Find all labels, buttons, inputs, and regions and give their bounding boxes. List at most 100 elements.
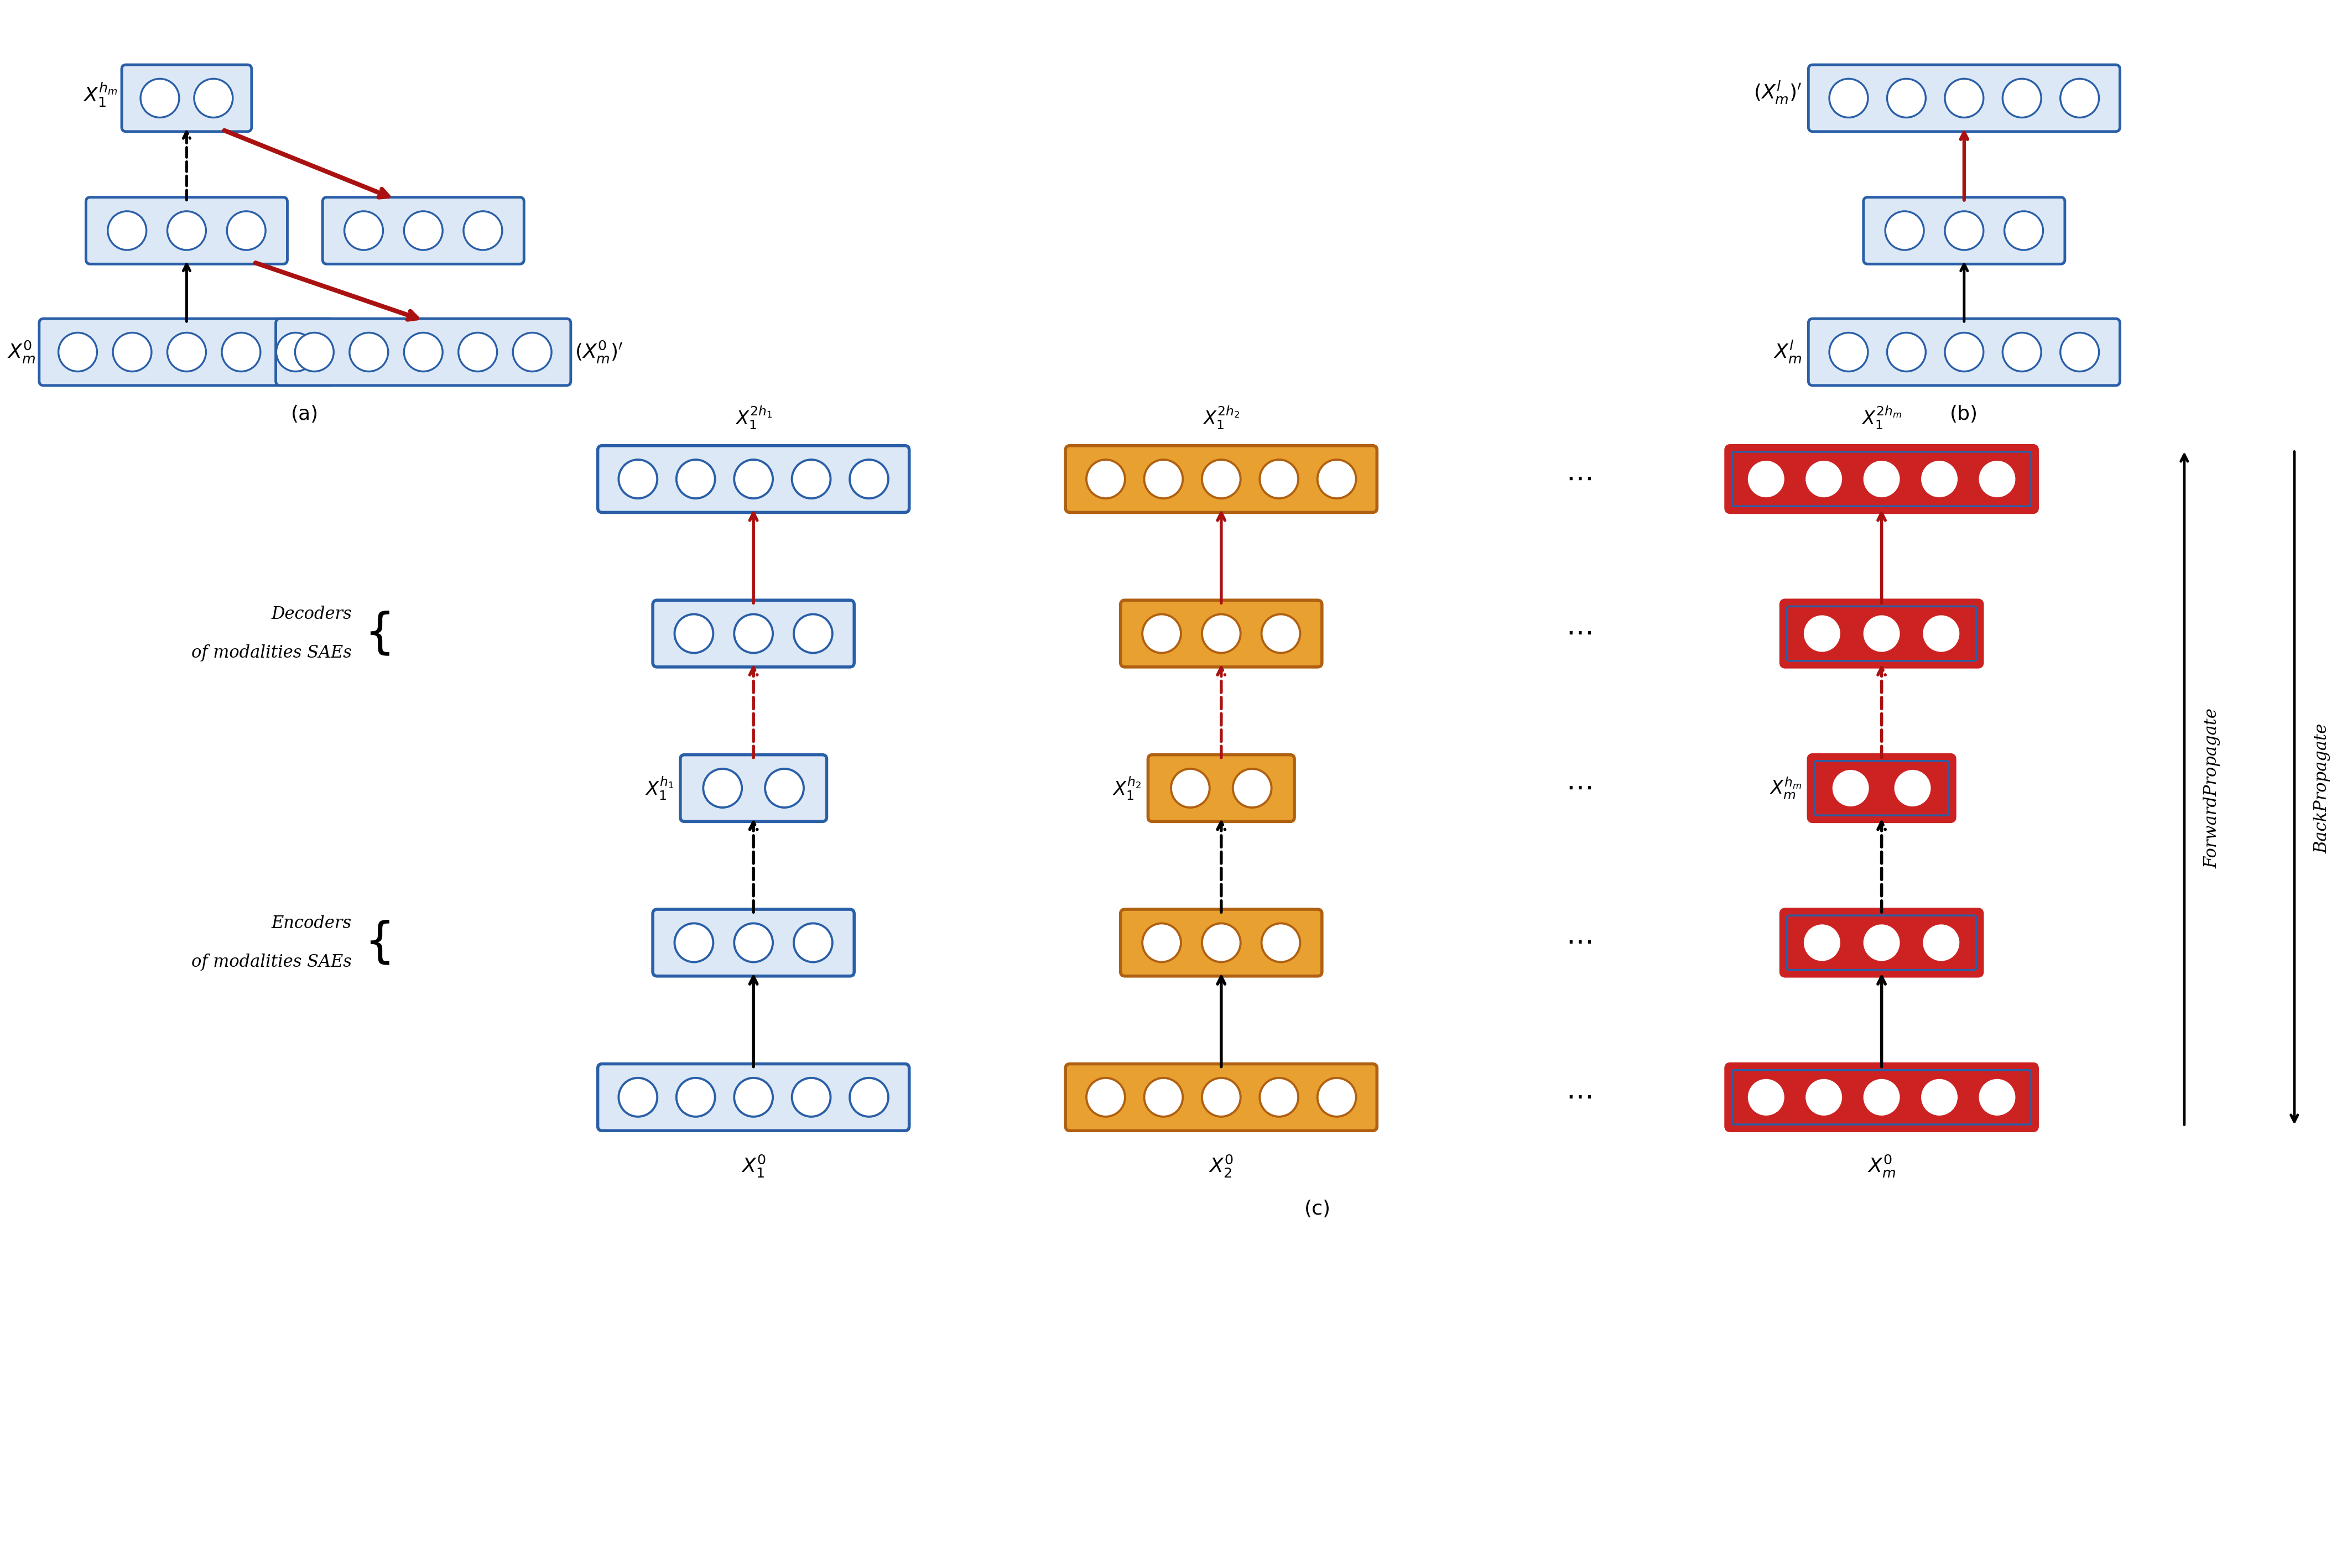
- Text: $X_m^l$: $X_m^l$: [1773, 339, 1802, 365]
- Circle shape: [793, 924, 833, 963]
- Text: $X_1^{2h_m}$: $X_1^{2h_m}$: [1860, 405, 1903, 431]
- Text: $\cdots$: $\cdots$: [1566, 619, 1592, 648]
- FancyBboxPatch shape: [1780, 909, 1983, 977]
- Circle shape: [2060, 332, 2098, 372]
- Text: $\cdots$: $\cdots$: [1566, 928, 1592, 956]
- Circle shape: [1143, 615, 1181, 652]
- FancyBboxPatch shape: [1120, 601, 1322, 666]
- Circle shape: [1893, 768, 1931, 808]
- Circle shape: [1830, 78, 1867, 118]
- Circle shape: [1886, 78, 1926, 118]
- Text: $X_m^0$: $X_m^0$: [1867, 1154, 1896, 1179]
- Circle shape: [1802, 924, 1842, 963]
- Circle shape: [2002, 332, 2042, 372]
- Text: $X_1^{2h_2}$: $X_1^{2h_2}$: [1202, 405, 1240, 431]
- Circle shape: [677, 459, 715, 499]
- Circle shape: [294, 332, 334, 372]
- Circle shape: [1748, 1077, 1785, 1116]
- Text: Encoders: Encoders: [270, 914, 353, 931]
- FancyBboxPatch shape: [1065, 1063, 1376, 1131]
- Circle shape: [1317, 1077, 1357, 1116]
- Circle shape: [1863, 615, 1900, 652]
- Circle shape: [1886, 212, 1924, 249]
- Text: {: {: [365, 919, 395, 966]
- Circle shape: [734, 459, 774, 499]
- FancyBboxPatch shape: [1148, 754, 1294, 822]
- FancyBboxPatch shape: [1863, 198, 2065, 263]
- Circle shape: [675, 924, 713, 963]
- Text: $X_m^0$: $X_m^0$: [7, 339, 35, 365]
- Circle shape: [141, 78, 179, 118]
- Circle shape: [1830, 332, 1867, 372]
- FancyBboxPatch shape: [275, 318, 572, 386]
- Circle shape: [405, 212, 442, 249]
- Text: $X_1^{h_1}$: $X_1^{h_1}$: [644, 775, 673, 801]
- Circle shape: [1863, 1077, 1900, 1116]
- Circle shape: [195, 78, 233, 118]
- FancyBboxPatch shape: [87, 198, 287, 263]
- Circle shape: [677, 1077, 715, 1116]
- FancyBboxPatch shape: [1809, 754, 1955, 822]
- Circle shape: [1922, 924, 1962, 963]
- FancyBboxPatch shape: [597, 1063, 910, 1131]
- Circle shape: [463, 212, 503, 249]
- Circle shape: [675, 615, 713, 652]
- FancyBboxPatch shape: [322, 198, 524, 263]
- Circle shape: [59, 332, 96, 372]
- FancyBboxPatch shape: [1726, 1063, 2037, 1131]
- Circle shape: [764, 768, 804, 808]
- Circle shape: [1978, 1077, 2016, 1116]
- FancyBboxPatch shape: [597, 445, 910, 513]
- Circle shape: [2004, 212, 2044, 249]
- Circle shape: [513, 332, 550, 372]
- Circle shape: [1832, 768, 1870, 808]
- Circle shape: [734, 1077, 774, 1116]
- Circle shape: [1232, 768, 1272, 808]
- Circle shape: [1261, 615, 1301, 652]
- Circle shape: [108, 212, 146, 249]
- Circle shape: [1087, 459, 1124, 499]
- FancyBboxPatch shape: [122, 64, 252, 132]
- Circle shape: [1143, 924, 1181, 963]
- Text: $\cdots$: $\cdots$: [1566, 466, 1592, 492]
- Text: ForwardPropagate: ForwardPropagate: [2204, 709, 2220, 869]
- Circle shape: [1202, 1077, 1240, 1116]
- Circle shape: [113, 332, 151, 372]
- Circle shape: [734, 924, 774, 963]
- Text: of modalities SAEs: of modalities SAEs: [191, 953, 353, 971]
- Text: $X_m^{h_m}$: $X_m^{h_m}$: [1769, 776, 1802, 801]
- Circle shape: [793, 1077, 830, 1116]
- FancyBboxPatch shape: [680, 754, 826, 822]
- Circle shape: [1748, 459, 1785, 499]
- Circle shape: [1317, 459, 1357, 499]
- Circle shape: [1945, 78, 1983, 118]
- Circle shape: [2060, 78, 2098, 118]
- Text: {: {: [365, 610, 395, 657]
- Circle shape: [459, 332, 496, 372]
- FancyBboxPatch shape: [1780, 601, 1983, 666]
- Circle shape: [1945, 332, 1983, 372]
- FancyBboxPatch shape: [1726, 445, 2037, 513]
- Text: $\cdots$: $\cdots$: [1566, 775, 1592, 801]
- Circle shape: [703, 768, 741, 808]
- Circle shape: [1886, 332, 1926, 372]
- Text: (b): (b): [1950, 405, 1978, 423]
- Circle shape: [2002, 78, 2042, 118]
- Circle shape: [226, 212, 266, 249]
- Circle shape: [1202, 459, 1240, 499]
- Text: Decoders: Decoders: [270, 605, 353, 622]
- Circle shape: [619, 459, 656, 499]
- FancyBboxPatch shape: [40, 318, 334, 386]
- Circle shape: [1087, 1077, 1124, 1116]
- Circle shape: [1261, 924, 1301, 963]
- Circle shape: [793, 615, 833, 652]
- Text: $(X_m^0)'$: $(X_m^0)'$: [574, 339, 623, 365]
- Circle shape: [619, 1077, 656, 1116]
- Circle shape: [1919, 459, 1959, 499]
- FancyBboxPatch shape: [1809, 64, 2119, 132]
- Circle shape: [1143, 459, 1183, 499]
- Circle shape: [849, 459, 889, 499]
- Circle shape: [1202, 924, 1240, 963]
- Circle shape: [1202, 615, 1240, 652]
- Circle shape: [734, 615, 774, 652]
